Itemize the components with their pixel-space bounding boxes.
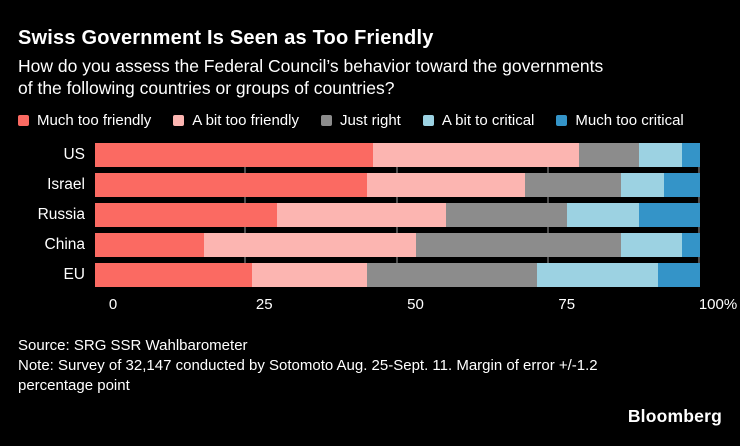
stacked-bar xyxy=(95,143,700,167)
bar-segment xyxy=(621,233,682,257)
bar-chart: US Israel Russia China EU xyxy=(18,143,722,287)
bar-segment xyxy=(639,203,700,227)
chart-subtitle: How do you assess the Federal Council’s … xyxy=(18,56,604,98)
bar-segment xyxy=(95,233,204,257)
category-label: China xyxy=(44,236,86,253)
bar-segment xyxy=(681,233,700,257)
bar-segment xyxy=(536,263,658,287)
bar-segment xyxy=(657,263,700,287)
bar-segment xyxy=(681,143,700,167)
legend-swatch xyxy=(556,115,568,126)
legend-item: Much too critical xyxy=(556,112,684,129)
category-label: EU xyxy=(63,266,85,283)
stacked-bar xyxy=(95,233,700,257)
legend-swatch xyxy=(173,115,185,126)
legend-item: A bit too friendly xyxy=(173,112,299,129)
legend-swatch xyxy=(320,115,332,126)
stacked-bar xyxy=(95,263,700,287)
category-label: Israel xyxy=(47,176,85,193)
x-tick-label: 25 xyxy=(255,296,273,313)
bar-segment xyxy=(663,173,700,197)
x-axis: 0 25 50 75 100% xyxy=(109,296,737,313)
bar-segment xyxy=(252,263,368,287)
bar-segment xyxy=(95,263,253,287)
legend-label: A bit too friendly xyxy=(192,112,299,129)
legend-item: A bit to critical xyxy=(422,112,535,129)
bar-segment xyxy=(415,233,622,257)
source-text: Source: SRG SSR Wahlbarometer xyxy=(18,337,248,354)
legend: Much too friendly A bit too friendly Just … xyxy=(18,112,722,129)
bar-segment xyxy=(445,203,567,227)
bar-segment xyxy=(639,143,682,167)
bar-segment xyxy=(621,173,664,197)
bar-row: US xyxy=(18,143,722,167)
stacked-bar xyxy=(95,203,700,227)
bloomberg-logo: Bloomberg xyxy=(627,406,722,426)
note-text: Note: Survey of 32,147 conducted by Soto… xyxy=(18,357,598,394)
legend-swatch xyxy=(18,115,29,126)
footer: Source: SRG SSR Wahlbarometer Note: Surv… xyxy=(18,336,722,396)
x-tick-label: 100% xyxy=(698,296,738,313)
bar-segment xyxy=(276,203,446,227)
bar-segment xyxy=(95,143,374,167)
x-tick-label: 50 xyxy=(407,296,424,313)
chart-title: Swiss Government Is Seen as Too Friendly xyxy=(18,27,434,49)
legend-item: Just right xyxy=(320,112,401,129)
bar-row: Israel xyxy=(18,173,722,197)
legend-label: Just right xyxy=(339,112,401,129)
bar-row: China xyxy=(18,233,722,257)
legend-label: A bit to critical xyxy=(441,112,535,129)
bar-segment xyxy=(367,263,537,287)
legend-label: Much too critical xyxy=(575,112,684,129)
bar-segment xyxy=(95,173,368,197)
bar-segment xyxy=(566,203,640,227)
stacked-bar xyxy=(95,173,700,197)
bar-segment xyxy=(373,143,579,167)
bar-segment xyxy=(524,173,622,197)
bar-segment xyxy=(203,233,416,257)
bar-row: Russia xyxy=(18,203,722,227)
legend-item: Much too friendly xyxy=(18,112,151,129)
bar-segment xyxy=(95,203,277,227)
bar-row: EU xyxy=(18,263,722,287)
category-label: Russia xyxy=(37,206,85,223)
bar-rows: US Israel Russia China EU xyxy=(18,143,722,287)
legend-label: Much too friendly xyxy=(37,112,152,129)
x-tick-label: 75 xyxy=(558,296,576,313)
x-tick-label: 0 xyxy=(108,296,118,313)
chart-content: Swiss Government Is Seen as Too Friendly… xyxy=(18,27,737,396)
bar-segment xyxy=(367,173,525,197)
legend-swatch xyxy=(422,115,434,126)
bar-segment xyxy=(578,143,640,167)
category-label: US xyxy=(63,146,85,163)
